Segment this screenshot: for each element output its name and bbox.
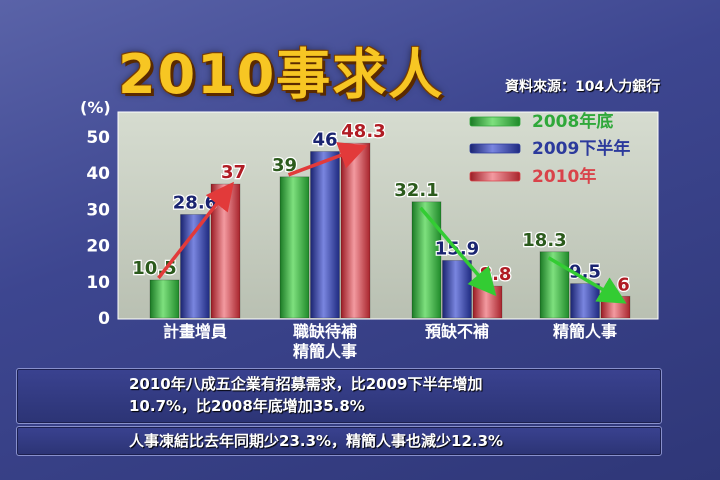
bar-3-3 bbox=[472, 285, 503, 319]
category-label: 預缺不補 bbox=[425, 322, 489, 341]
data-label-2-4: 9.5 bbox=[569, 262, 601, 283]
trend-arrow-down bbox=[547, 256, 627, 304]
legend-swatch-2 bbox=[469, 143, 521, 154]
bar-2-2 bbox=[310, 151, 340, 319]
page-title: 2010事求人 bbox=[118, 43, 445, 106]
note-2-line-1: 人事凍結比去年同期少23.3%，精簡人事也減少12.3% bbox=[129, 432, 504, 450]
note-box-1: 2010年八成五企業有招募需求，比2009下半年增加 10.7%，比2008年底… bbox=[16, 368, 662, 424]
legend-label-2: 2009下半年 bbox=[532, 138, 630, 159]
y-unit-label: (%) bbox=[80, 98, 111, 117]
y-tick-label: 10 bbox=[86, 273, 110, 293]
bar-1-1 bbox=[149, 279, 180, 319]
trend-arrow-up bbox=[157, 181, 234, 280]
note-1-line-1: 2010年八成五企業有招募需求，比2009下半年增加 bbox=[129, 375, 483, 393]
data-label-3-1: 37 bbox=[221, 162, 246, 183]
trend-arrow-up bbox=[287, 142, 368, 177]
category-label: 精簡人事 bbox=[553, 322, 617, 341]
trend-arrow-down bbox=[419, 206, 497, 297]
data-label-3-2: 48.3 bbox=[341, 121, 385, 142]
data-label-3-4: 6 bbox=[617, 274, 630, 295]
legend-swatch-1 bbox=[469, 116, 521, 127]
y-tick-label: 50 bbox=[86, 128, 110, 148]
bar-3-2 bbox=[340, 142, 371, 319]
data-label-2-2: 46 bbox=[312, 129, 337, 150]
data-label-1-2: 39 bbox=[272, 155, 297, 176]
legend-swatch-3 bbox=[469, 171, 521, 182]
y-tick-label: 30 bbox=[86, 200, 110, 220]
category-label: 精簡人事 bbox=[293, 342, 357, 361]
note-1-line-2: 10.7%，比2008年底增加35.8% bbox=[129, 397, 365, 415]
data-label-1-3: 32.1 bbox=[394, 180, 438, 201]
y-tick-label: 0 bbox=[98, 309, 110, 329]
legend-label-1: 2008年底 bbox=[532, 111, 613, 132]
data-label-1-1: 10.5 bbox=[132, 258, 176, 279]
y-tick-label: 20 bbox=[86, 237, 110, 257]
bar-2-3 bbox=[442, 260, 472, 319]
category-label: 計畫增員 bbox=[163, 322, 227, 341]
note-box-2: 人事凍結比去年同期少23.3%，精簡人事也減少12.3% bbox=[16, 426, 662, 456]
bar-1-3 bbox=[411, 201, 442, 319]
bar-1-2 bbox=[279, 176, 310, 319]
bar-2-4 bbox=[570, 283, 600, 319]
legend-label-3: 2010年 bbox=[532, 166, 596, 187]
y-tick-label: 40 bbox=[86, 164, 110, 184]
data-label-1-4: 18.3 bbox=[522, 230, 566, 251]
category-label: 職缺待補 bbox=[293, 322, 357, 341]
bar-3-4 bbox=[600, 295, 631, 319]
source-label: 資料來源：104人力銀行 bbox=[505, 79, 661, 95]
